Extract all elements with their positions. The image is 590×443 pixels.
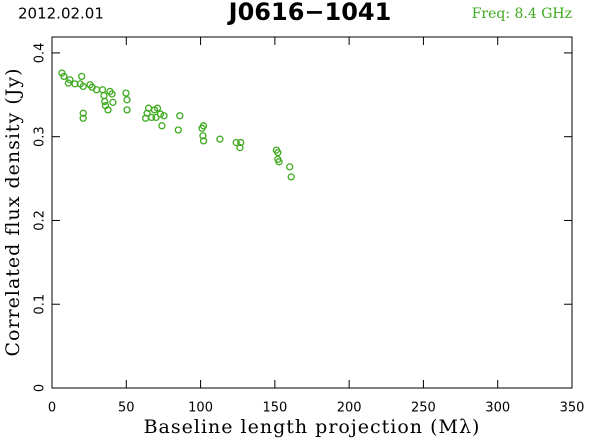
data-point (71, 80, 79, 88)
y-tick-label: 0.2 (33, 210, 48, 231)
data-point (78, 72, 86, 81)
data-point (156, 110, 165, 118)
data-point (160, 112, 168, 120)
data-point (158, 122, 166, 130)
x-tick-label: 0 (48, 401, 56, 416)
y-axis-label: Correlated flux density (Jy) (2, 67, 24, 356)
data-point (79, 114, 87, 122)
data-point (199, 137, 208, 145)
data-point (101, 97, 109, 106)
x-tick-label: 100 (188, 401, 213, 416)
data-point (174, 126, 182, 134)
x-tick-label: 300 (485, 401, 510, 416)
data-point (286, 163, 294, 171)
data-point (199, 132, 207, 140)
data-point (109, 98, 117, 106)
date: 2012.02.01 (18, 5, 104, 23)
data-point (104, 106, 112, 114)
data-point (108, 90, 116, 98)
x-tick-label: 50 (118, 401, 135, 416)
data-point (98, 86, 107, 94)
data-point (152, 113, 160, 122)
x-axis-label: Baseline length projection (Mλ) (144, 416, 481, 438)
data-point (79, 109, 87, 117)
y-tick-label: 0.4 (33, 43, 48, 64)
data-point (232, 138, 240, 147)
data-point (176, 112, 184, 120)
data-point (274, 148, 282, 157)
x-tick-label: 150 (262, 401, 287, 416)
data-point (199, 122, 208, 130)
data-point (147, 113, 156, 122)
y-tick-label: 0.3 (33, 126, 48, 147)
y-tick-label: 0 (33, 384, 48, 392)
data-point (64, 79, 72, 87)
data-point (123, 96, 131, 104)
data-point (287, 173, 295, 181)
y-tick-label: 0.1 (33, 294, 48, 315)
plot-frame (51, 36, 573, 389)
chart-title: J0616−1041 (227, 0, 392, 26)
data-point (236, 143, 244, 152)
data-point (123, 106, 131, 114)
data-point (66, 76, 74, 84)
data-point (275, 158, 283, 166)
data-point (237, 138, 245, 147)
data-point (153, 104, 162, 112)
data-point (60, 72, 68, 81)
data-point (79, 82, 87, 91)
x-tick-label: 350 (560, 401, 585, 416)
data-point (100, 91, 108, 100)
subtitle: Freq: 8.4 GHz (472, 6, 572, 22)
x-tick-label: 200 (337, 401, 362, 416)
data-point (216, 135, 224, 143)
data-point (122, 89, 130, 97)
x-tick-label: 250 (411, 401, 436, 416)
